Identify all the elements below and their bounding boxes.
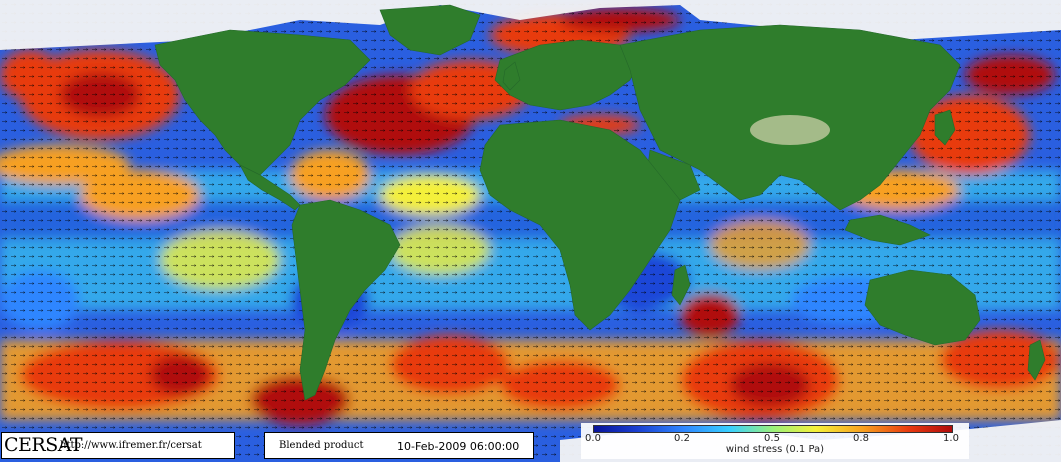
- south-america: [291, 199, 401, 401]
- legend-tick: 0.2: [674, 433, 690, 444]
- cersat-info-box: CERSAT http://www.ifremer.fr/cersat: [1, 432, 235, 459]
- new-zealand: [1027, 339, 1046, 381]
- cersat-logo: CERSAT: [4, 434, 83, 456]
- product-name: Blended product: [279, 440, 364, 451]
- australia: [864, 269, 981, 346]
- legend-title: wind stress (0.1 Pa): [725, 444, 825, 455]
- legend-tick: 0.5: [764, 433, 780, 444]
- central-america: [239, 164, 301, 211]
- africa: [479, 119, 681, 331]
- legend-tick: 0.0: [585, 433, 601, 444]
- product-info-box: Blended product 10-Feb-2009 06:00:00: [264, 432, 534, 459]
- indonesia: [844, 214, 931, 246]
- europe: [494, 39, 641, 111]
- japan: [934, 109, 956, 146]
- north-america: [154, 29, 371, 176]
- british-isles: [502, 61, 521, 91]
- product-datetime: 10-Feb-2009 06:00:00: [397, 440, 520, 453]
- madagascar: [671, 264, 691, 306]
- legend-colorbar: [593, 425, 953, 433]
- legend-tick: 0.8: [853, 433, 869, 444]
- tibet-plateau: [750, 115, 830, 145]
- greenland: [379, 4, 481, 56]
- cersat-url-link[interactable]: http://www.ifremer.fr/cersat: [60, 440, 202, 451]
- color-legend: 0.0 0.2 0.5 0.8 1.0 wind stress (0.1 Pa): [581, 423, 969, 459]
- legend-tick: 1.0: [943, 433, 959, 444]
